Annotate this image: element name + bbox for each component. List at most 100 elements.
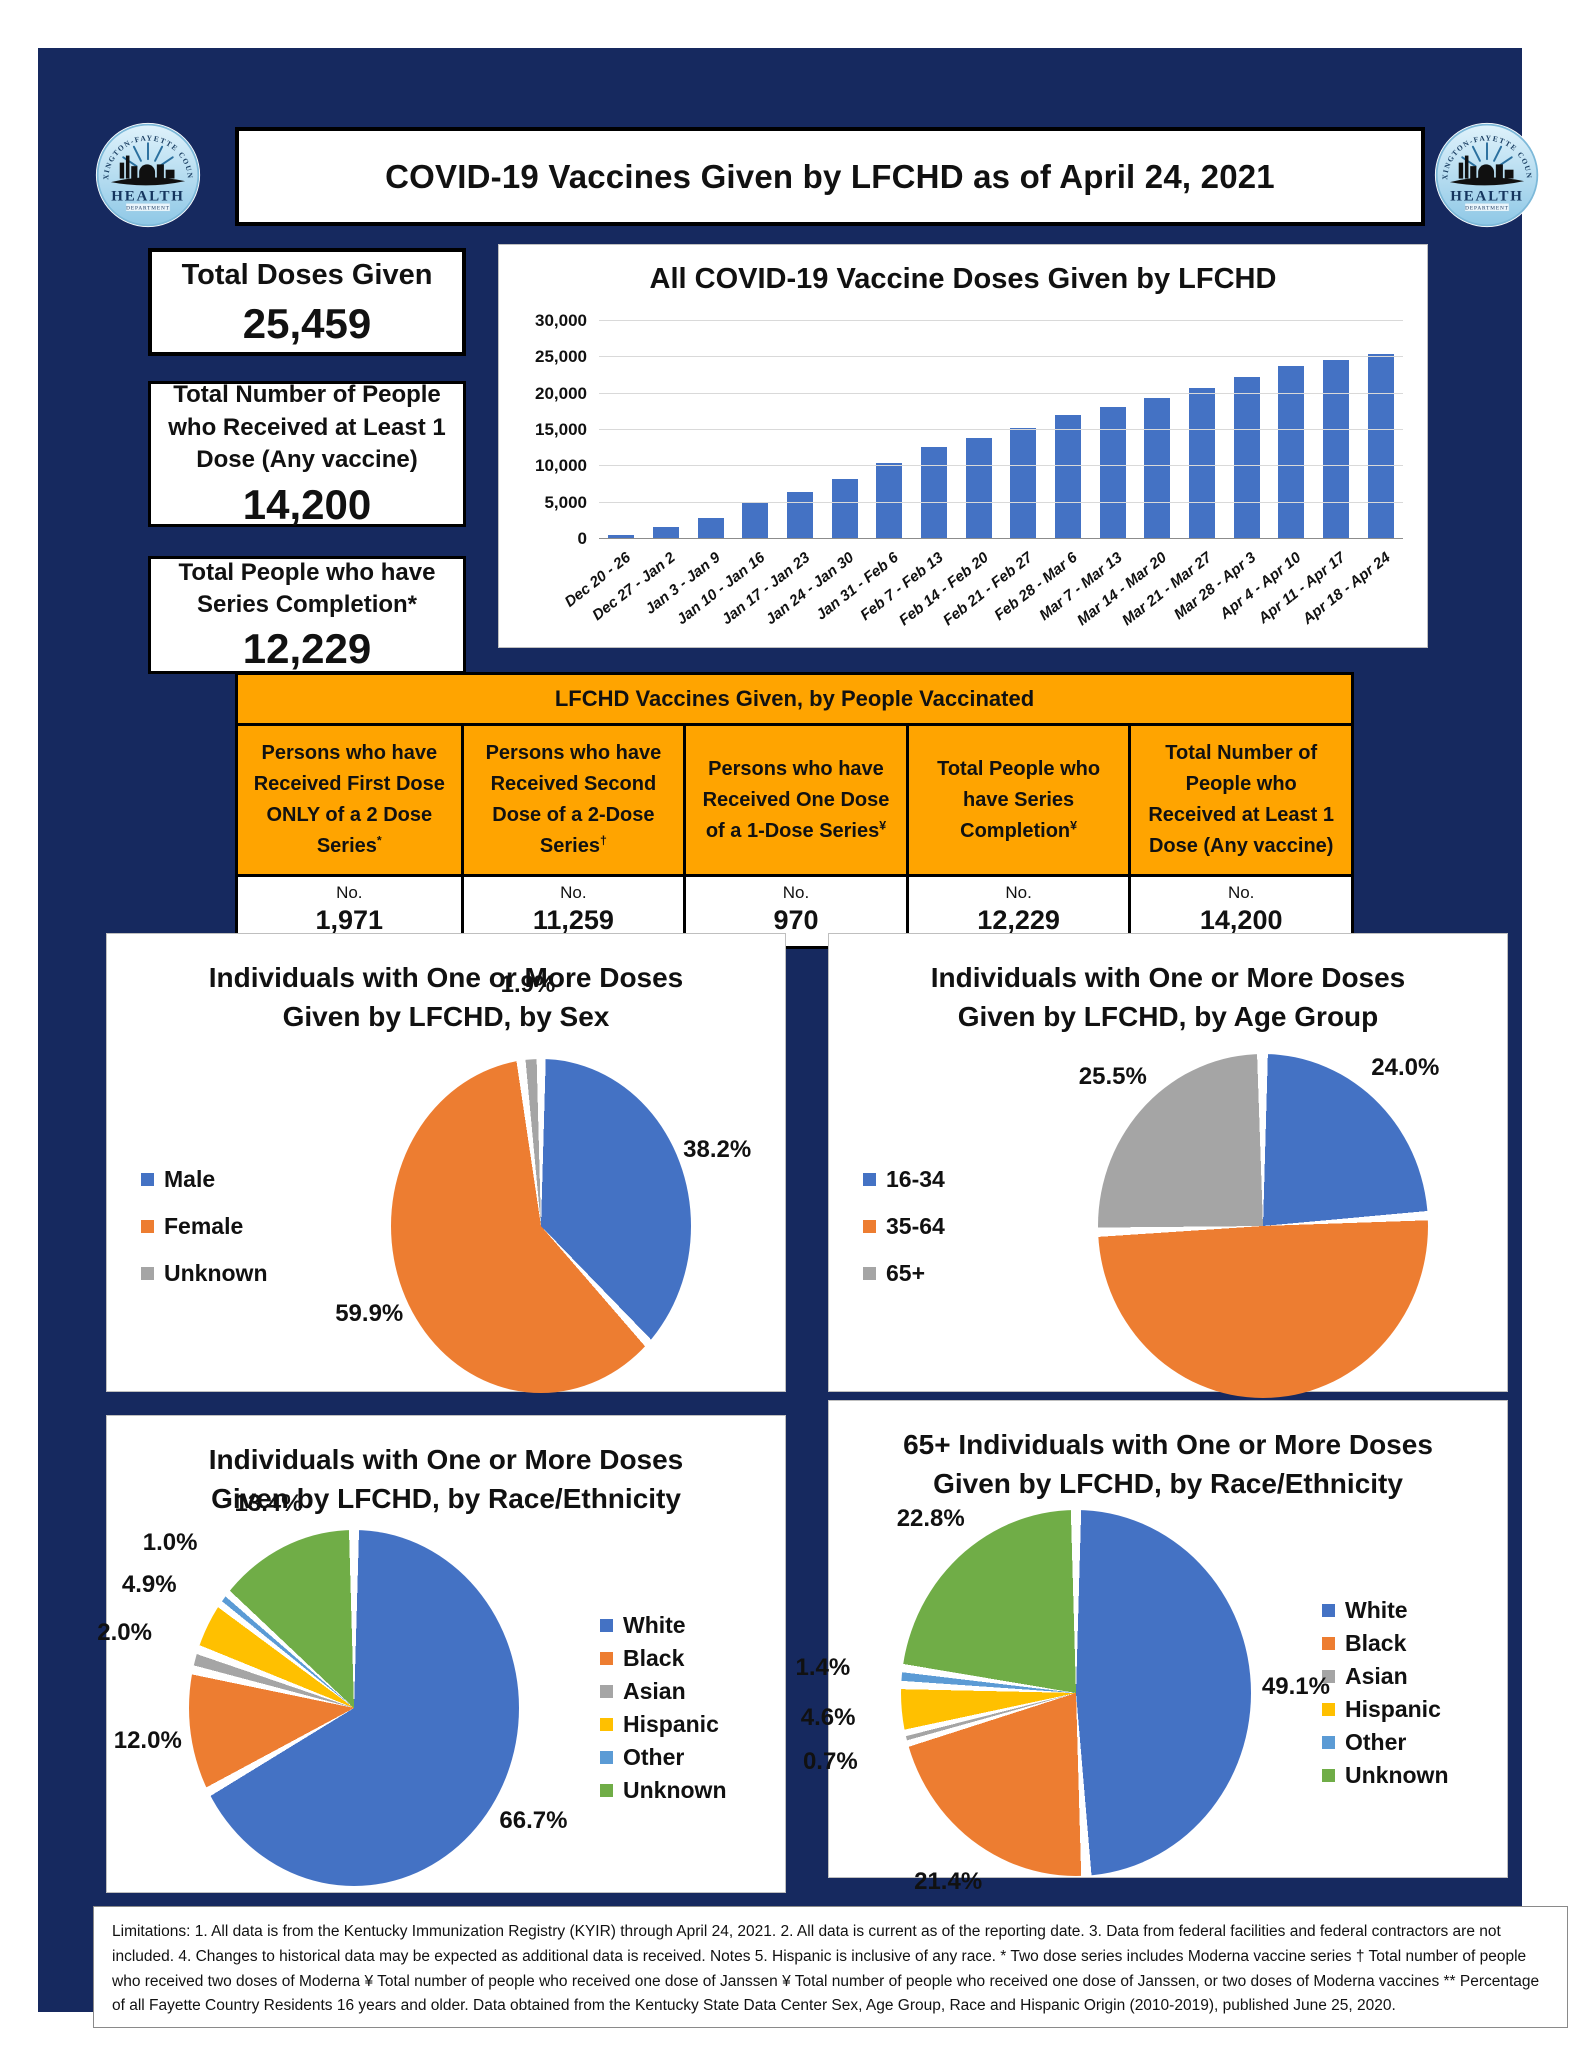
bar-chart-plot-area <box>599 320 1403 539</box>
legend-marker-icon <box>600 1619 613 1633</box>
stat-label: Total People who have Series Completion* <box>178 558 436 618</box>
table-value-cell: No. 12,229 <box>905 877 1129 946</box>
legend-item: White <box>1322 1597 1497 1624</box>
pie-title-line: Given by LFCHD, by Race/Ethnicity <box>211 1483 681 1515</box>
bar <box>697 518 724 539</box>
health-department-seal-icon: LEXINGTON-FAYETTE COUNTY HEALTH DEPARTME… <box>92 115 201 228</box>
legend-item: Unknown <box>1322 1762 1497 1789</box>
table-value-cell: No. 14,200 <box>1128 877 1351 946</box>
legend-marker-icon <box>600 1718 613 1732</box>
legend-label: 16-34 <box>886 1165 945 1192</box>
legend-marker-icon <box>141 1219 154 1233</box>
table-header-superscript: ¥ <box>1070 817 1078 832</box>
legend-item: 16-34 <box>863 1166 1019 1193</box>
legend-marker-icon <box>863 1172 876 1186</box>
legend-item: Hispanic <box>600 1711 775 1738</box>
bar-column <box>1180 321 1225 539</box>
table-header-cell: Persons who have Received One Dose of a … <box>683 726 906 874</box>
legend-marker-icon <box>1322 1703 1335 1717</box>
bar-column <box>778 321 823 539</box>
legend-item: Asian <box>600 1678 775 1705</box>
legend-label: Female <box>164 1212 244 1239</box>
legend-marker-icon <box>141 1266 154 1280</box>
logo-health-text: HEALTH <box>111 189 184 205</box>
pie-plot-area: 49.1% 21.4% 0.7% 4.6% 1.4% 22.8% <box>796 1505 1330 1894</box>
table-unit-label: No. <box>1227 883 1255 902</box>
pie-slice-percentage: 1.9% <box>500 970 556 998</box>
stat-total-doses: Total Doses Given 25,459 <box>148 248 466 356</box>
legend-label: Unknown <box>623 1777 727 1804</box>
logo-department-text: DEPARTMENT <box>1465 205 1509 211</box>
legend-label: Male <box>164 1165 216 1192</box>
legend-item: Asian <box>1322 1663 1497 1690</box>
bar-column <box>1135 321 1180 539</box>
bar <box>1323 359 1350 539</box>
pie-chart-by-race-ethnicity: Individuals with One or More Doses Given … <box>97 1415 786 1893</box>
table-header-cell: Total People who have Series Completion¥ <box>905 726 1129 874</box>
bar <box>831 478 858 539</box>
table-value-cell: No. 1,971 <box>238 877 461 946</box>
table-header-cell: Persons who have Received Second Dose of… <box>460 726 684 874</box>
table-value: 14,200 <box>1199 905 1283 935</box>
pie-graphic <box>188 1530 519 1887</box>
navy-background-panel: LEXINGTON-FAYETTE COUNTY HEALTH DEPARTME… <box>38 48 1568 2028</box>
legend-item: Other <box>600 1744 775 1771</box>
pie-chart-title: Individuals with One or More Doses Given … <box>107 958 785 1036</box>
bar-column <box>867 321 912 539</box>
pie-plot-area: 38.2% 59.9% 1.9% <box>297 971 785 1412</box>
pie-legend: 16-34 35-64 65+ <box>829 1156 1019 1297</box>
table-header-superscript: † <box>599 833 607 848</box>
bar <box>965 437 992 539</box>
stat-label: Total Number of People who Received at L… <box>168 381 446 474</box>
y-tick-label: 20,000 <box>535 383 587 403</box>
table-header-text: Persons who have Received First Dose ONL… <box>253 742 445 857</box>
bar <box>1099 407 1126 539</box>
bar-column <box>1358 321 1403 539</box>
pie-graphic <box>391 1059 691 1394</box>
bar <box>876 463 903 539</box>
health-department-seal-icon: LEXINGTON-FAYETTE COUNTY HEALTH DEPARTME… <box>1431 115 1540 228</box>
stat-value: 25,459 <box>242 299 372 347</box>
legend-label: Hispanic <box>1345 1696 1441 1723</box>
bar-column <box>644 321 689 539</box>
bar-column <box>1314 321 1359 539</box>
table-value: 12,229 <box>977 905 1060 935</box>
legend-item: Black <box>1322 1630 1497 1657</box>
table-unit-label: No. <box>560 883 587 902</box>
legend-marker-icon <box>1322 1604 1335 1618</box>
legend-marker-icon <box>863 1266 876 1280</box>
y-tick-label: 0 <box>577 529 587 548</box>
legend-item: Unknown <box>600 1777 775 1804</box>
table-value: 970 <box>773 905 819 935</box>
legend-label: Other <box>1345 1729 1407 1756</box>
legend-item: White <box>600 1612 775 1639</box>
pie-slice-percentage: 12.0% <box>113 1726 182 1754</box>
pie-title-line: Given by LFCHD, by Race/Ethnicity <box>933 1468 1403 1500</box>
gridline <box>599 356 1403 358</box>
legend-label: Other <box>623 1744 685 1771</box>
pie-legend: White Black Asian Hispanic Other Unknown <box>600 1609 785 1807</box>
pie-slice-percentage: 1.4% <box>795 1654 851 1682</box>
bar-chart-x-axis: Dec 20 - 26 Dec 27 - Jan 2 Jan 3 - Jan 9 Ja… <box>562 543 1403 643</box>
pie-slice-percentage: 13.4% <box>234 1489 303 1517</box>
pie-slice-percentage: 4.9% <box>121 1570 177 1598</box>
pie-slice-percentage: 25.5% <box>1078 1062 1147 1090</box>
legend-marker-icon <box>600 1685 613 1699</box>
bar-column <box>822 321 867 539</box>
pie-chart-title: Individuals with One or More Doses Given … <box>829 958 1507 1036</box>
pie-slice-percentage: 2.0% <box>97 1619 152 1647</box>
logo-department-text: DEPARTMENT <box>126 205 170 211</box>
y-tick-label: 5,000 <box>544 492 587 512</box>
bar-chart-bars <box>599 321 1403 539</box>
pie-slice-percentage: 38.2% <box>683 1136 752 1164</box>
table-value-cell: No. 11,259 <box>460 877 684 946</box>
pie-slice-percentage: 0.7% <box>802 1747 858 1775</box>
gridline <box>599 320 1403 321</box>
legend-label: Asian <box>623 1678 686 1705</box>
pie-graphic <box>1098 1054 1428 1399</box>
legend-marker-icon <box>1322 1769 1335 1783</box>
header-title-box: COVID-19 Vaccines Given by LFCHD as of A… <box>235 127 1425 226</box>
bar-column <box>1269 321 1314 539</box>
table-header-cell: Persons who have Received First Dose ONL… <box>238 726 461 874</box>
